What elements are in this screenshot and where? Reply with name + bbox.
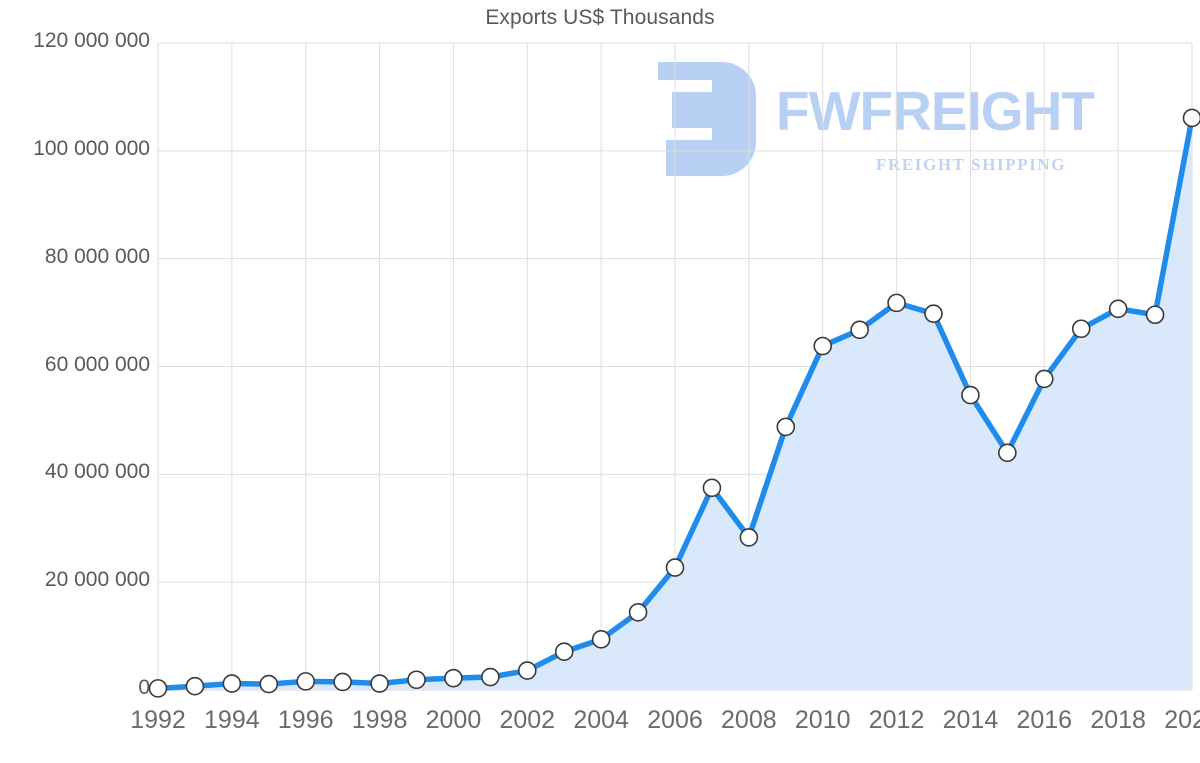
y-axis-tick-label: 60 000 000 [44,352,150,376]
area-fill [158,117,1192,691]
y-axis-tick-label: 0 [138,676,150,699]
y-axis-tick-label: 40 000 000 [44,460,150,484]
y-axis-tick-label: 120 000 000 [33,29,150,52]
chart-title: Exports US$ Thousands [485,6,715,29]
x-axis-tick-label: 2004 [573,706,629,734]
x-axis-tick-label: 1994 [204,706,260,734]
x-axis-tick-label: 1992 [130,706,186,734]
x-axis-tick-label: 2016 [1016,706,1073,734]
y-axis-tick-label: 20 000 000 [44,568,150,592]
y-axis-tick-label: 80 000 000 [44,244,150,268]
data-point-markers [148,108,1200,698]
x-axis-tick-label: 2002 [499,706,556,734]
x-axis-tick-label: 2012 [868,706,925,734]
y-axis-tick-label: 100 000 000 [33,136,150,160]
x-axis-tick-label: 2018 [1090,706,1146,734]
x-axis-tick-label: 2000 [425,706,482,734]
x-axis-tick-label: 2006 [647,706,703,734]
x-axis-tick-label: 1998 [351,706,408,734]
x-axis-tick-label: 1996 [277,706,334,734]
x-axis-tick-label: 2020 [1164,706,1200,734]
x-axis-tick-label: 2008 [721,706,777,734]
x-axis-tick-label: 2014 [942,706,999,734]
x-axis-tick-label: 2010 [794,706,851,734]
